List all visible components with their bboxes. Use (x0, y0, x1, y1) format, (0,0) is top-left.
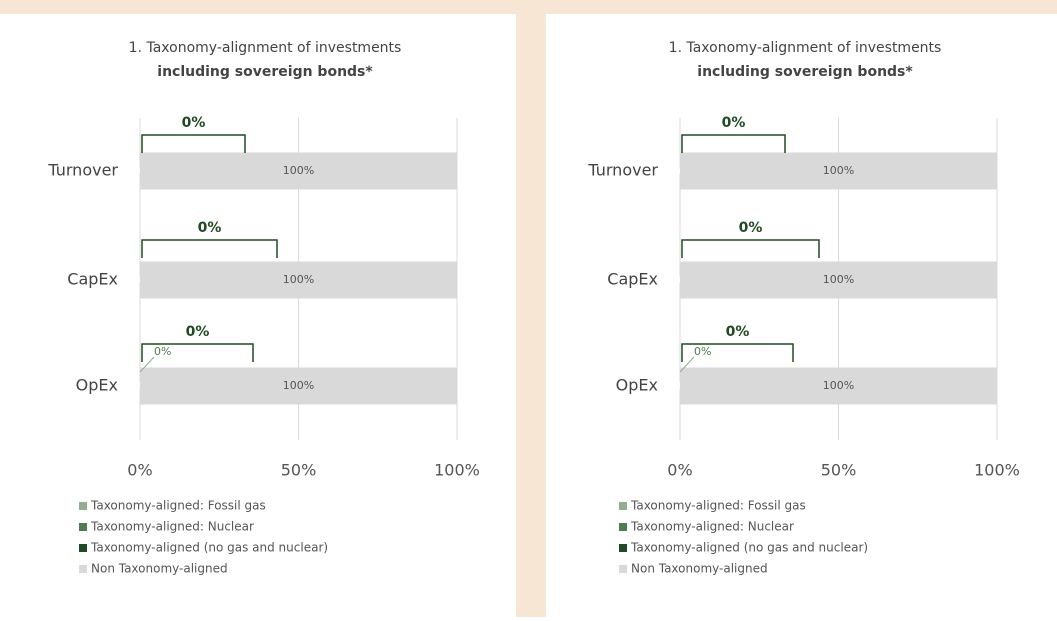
value-label: 100% (283, 164, 314, 177)
bracket (141, 239, 278, 258)
bracket (141, 343, 254, 362)
category-label: Turnover (47, 161, 118, 180)
legend-label: Taxonomy-aligned: Fossil gas (630, 499, 806, 513)
bar-segment (680, 152, 997, 190)
chart-subtitle: including sovereign bonds* (157, 64, 373, 80)
legend-swatch (619, 565, 627, 573)
bracket (141, 134, 246, 153)
legend-swatch (79, 523, 87, 531)
legend-swatch (79, 502, 87, 510)
x-tick-label: 50% (821, 461, 857, 480)
x-tick-label: 0% (127, 461, 152, 480)
legend-swatch (619, 544, 627, 552)
category-label: CapEx (67, 270, 118, 289)
bracket-label: 0% (198, 220, 222, 236)
x-tick-label: 50% (281, 461, 317, 480)
chart-subtitle: including sovereign bonds* (697, 64, 913, 80)
legend-swatch (619, 502, 627, 510)
x-tick-label: 100% (974, 461, 1020, 480)
bracket-label: 0% (722, 115, 746, 131)
value-label: 100% (823, 273, 854, 286)
x-tick-label: 100% (434, 461, 480, 480)
divider (516, 0, 546, 617)
legend-swatch (619, 523, 627, 531)
category-label: OpEx (616, 376, 658, 395)
bracket (681, 343, 794, 362)
bracket-label: 0% (186, 324, 210, 340)
bracket (681, 134, 786, 153)
callout-line (139, 356, 155, 373)
legend-label: Taxonomy-aligned: Fossil gas (90, 499, 266, 513)
callout-label: 0% (694, 345, 711, 358)
legend-label: Taxonomy-aligned (no gas and nuclear) (90, 541, 328, 555)
bracket-label: 0% (182, 115, 206, 131)
bar-segment (680, 367, 997, 405)
bracket-label: 0% (726, 324, 750, 340)
chart-title: 1. Taxonomy-alignment of investments (669, 40, 942, 56)
legend-label: Non Taxonomy-aligned (91, 562, 228, 576)
legend-swatch (79, 544, 87, 552)
bracket-label: 0% (739, 220, 763, 236)
legend-label: Taxonomy-aligned: Nuclear (630, 520, 794, 534)
callout-label: 0% (154, 345, 171, 358)
category-label: Turnover (587, 161, 658, 180)
legend-label: Taxonomy-aligned: Nuclear (90, 520, 254, 534)
category-label: OpEx (76, 376, 118, 395)
bar-segment (140, 367, 457, 405)
value-label: 100% (823, 164, 854, 177)
value-label: 100% (823, 379, 854, 392)
value-label: 100% (283, 273, 314, 286)
legend-swatch (79, 565, 87, 573)
bar-segment (140, 261, 457, 299)
bar-segment (680, 261, 997, 299)
category-label: CapEx (607, 270, 658, 289)
legend-label: Non Taxonomy-aligned (631, 562, 768, 576)
value-label: 100% (283, 379, 314, 392)
callout-line (679, 356, 695, 373)
x-tick-label: 0% (667, 461, 692, 480)
bar-segment (140, 152, 457, 190)
legend-label: Taxonomy-aligned (no gas and nuclear) (630, 541, 868, 555)
bracket (681, 239, 820, 258)
chart-title: 1. Taxonomy-alignment of investments (129, 40, 402, 56)
